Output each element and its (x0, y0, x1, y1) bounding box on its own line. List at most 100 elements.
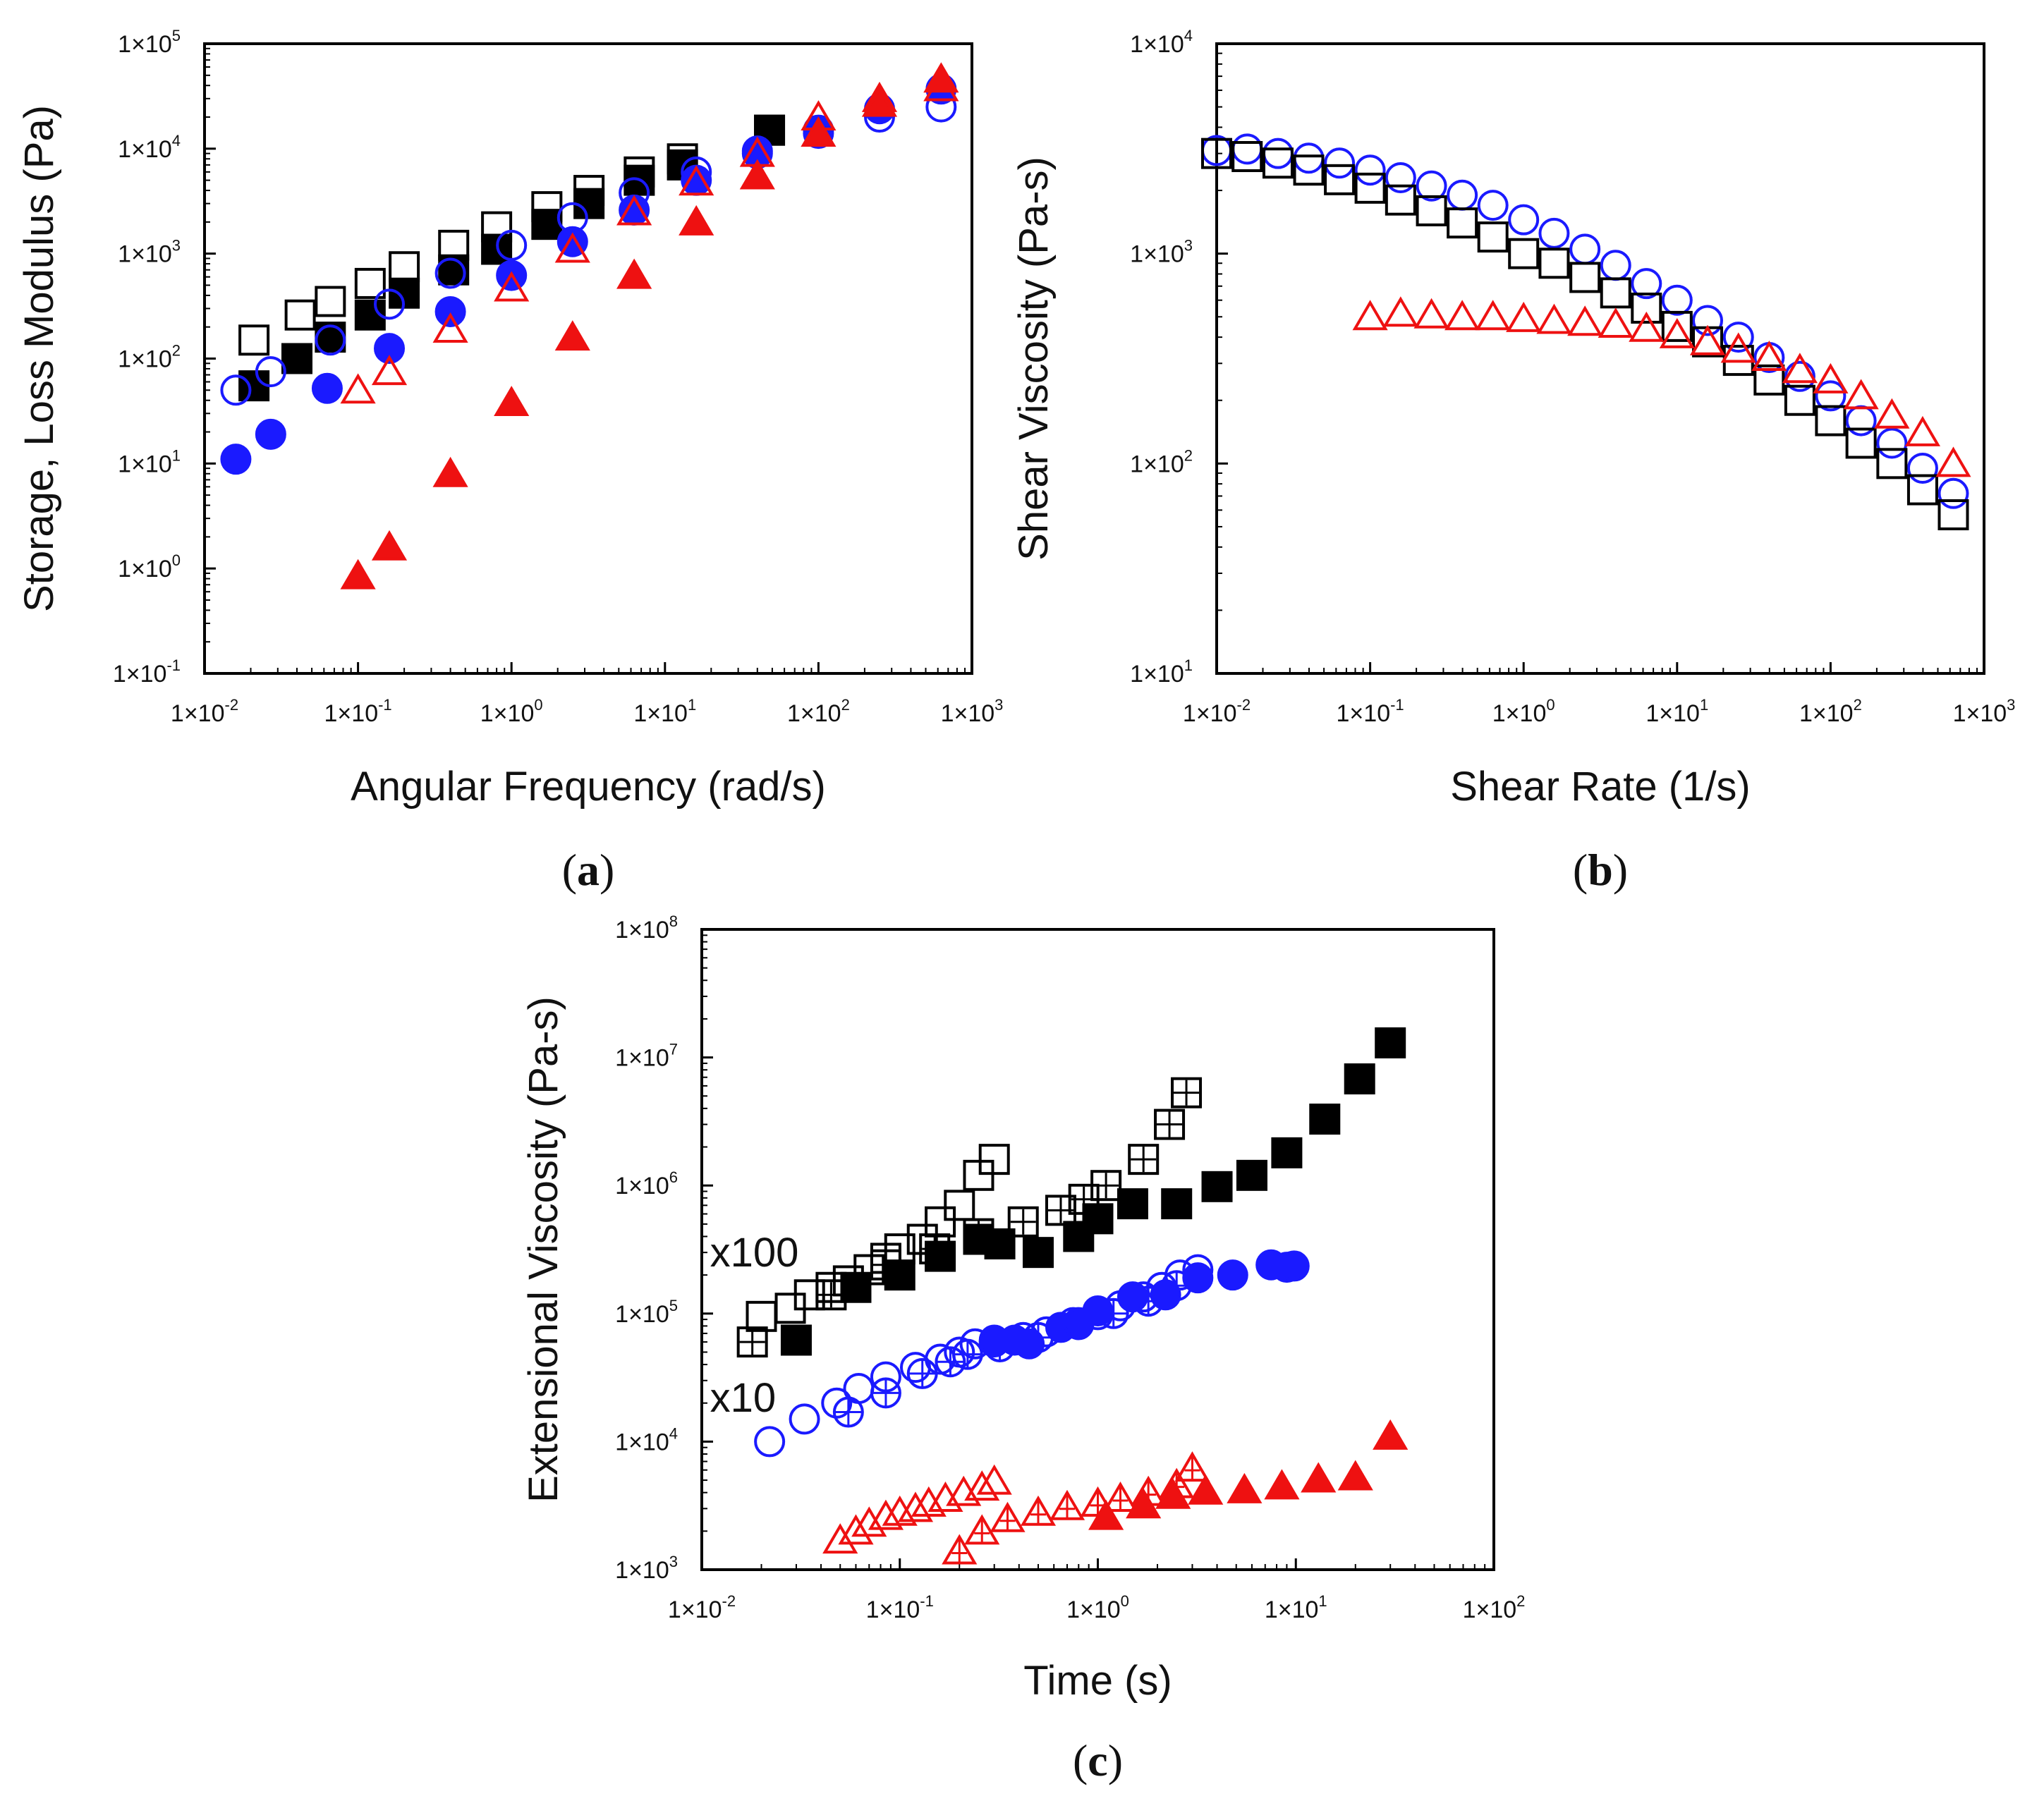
data-point (531, 209, 563, 240)
data-point (1126, 1488, 1162, 1519)
data-point (434, 295, 466, 327)
data-point (739, 159, 775, 190)
data-point (1375, 1027, 1406, 1058)
data-point (935, 1346, 966, 1378)
data-point (976, 1464, 1012, 1495)
data-point (374, 333, 406, 365)
panel-a: 1×10-2 1×10-1 1×100 1×101 1×102 1×103 1×10-1 1×… (16, 27, 1003, 895)
data-point (1014, 1328, 1045, 1360)
series-red-open-triangles (822, 1464, 1012, 1554)
data-point (1661, 310, 1693, 342)
data-point (942, 1534, 978, 1565)
data-point (340, 373, 376, 404)
data-point (1324, 147, 1356, 179)
data-point (496, 229, 528, 261)
data-point (1784, 384, 1815, 416)
data-point (1876, 448, 1908, 480)
data-point (1102, 1482, 1138, 1512)
data-point (1475, 300, 1511, 331)
data-point (1631, 268, 1662, 300)
data-point (840, 1271, 872, 1303)
data-point (1090, 1170, 1122, 1202)
data-point (374, 288, 406, 320)
data-point (1536, 303, 1572, 334)
y-tick-label: 1×106 (615, 1168, 678, 1199)
data-point (1753, 341, 1785, 373)
data-point (389, 251, 420, 283)
data-point (1354, 172, 1386, 204)
panel-label: (c) (1073, 1735, 1123, 1785)
x-tick-label: 1×101 (1265, 1592, 1327, 1623)
series-blue-filled-circles (978, 1249, 1310, 1360)
y-tick-label: 1×10-1 (113, 656, 181, 688)
data-point (801, 116, 837, 147)
data-point (1813, 362, 1849, 393)
data-point (1569, 262, 1601, 293)
data-point (1082, 1203, 1114, 1235)
data-point (1538, 217, 1570, 249)
panel-c: 1×10-2 1×10-1 1×100 1×101 1×102 1×103 1×104 1×1… (521, 912, 1525, 1785)
data-point (1344, 1063, 1375, 1095)
x-tick-label: 1×103 (941, 696, 1004, 727)
data-point (1598, 307, 1634, 338)
data-point (679, 165, 714, 196)
data-point (1477, 221, 1509, 253)
series-blue-open-circles (220, 91, 957, 406)
data-point (897, 1491, 934, 1522)
annotation-label: x100 (710, 1230, 799, 1276)
data-point (1128, 1144, 1160, 1175)
data-point (616, 195, 652, 226)
data-point (1324, 164, 1356, 195)
y-tick-label: 1×100 (118, 551, 181, 582)
data-point (851, 1506, 887, 1537)
y-tick-label: 1×102 (118, 342, 181, 373)
series-red-open-triangles (1352, 296, 1971, 477)
data-point (1082, 1295, 1114, 1326)
data-point (311, 372, 343, 404)
data-point (1937, 477, 1969, 509)
data-point (1007, 1206, 1039, 1238)
data-point (1262, 138, 1294, 169)
data-point (1231, 133, 1263, 165)
data-point (1020, 1495, 1057, 1526)
data-point (1117, 1281, 1148, 1313)
data-point (1352, 300, 1388, 331)
data-point (432, 312, 468, 343)
y-tick-label: 1×105 (615, 1297, 678, 1328)
x-tick-label: 1×10-2 (1183, 696, 1251, 727)
x-tick-label: 1×103 (1953, 696, 2016, 727)
data-point (1373, 1419, 1409, 1450)
data-point (884, 1259, 915, 1291)
data-point (220, 374, 252, 406)
data-point (371, 530, 408, 561)
data-point (434, 257, 466, 289)
x-tick-label: 1×100 (480, 696, 543, 727)
y-tick-label: 1×104 (118, 132, 181, 163)
data-point (1444, 300, 1480, 331)
data-point (1722, 322, 1754, 353)
data-point (1278, 1250, 1310, 1282)
data-point (861, 86, 898, 117)
data-point (1447, 207, 1478, 239)
y-tick-label: 1×104 (1130, 27, 1193, 58)
data-point (1264, 1469, 1300, 1500)
data-point (906, 1357, 938, 1389)
x-tick-label: 1×10-1 (324, 696, 392, 727)
data-point (870, 1377, 901, 1409)
data-point (371, 355, 408, 386)
panel-label: (b) (1573, 845, 1628, 895)
data-point (1182, 1262, 1214, 1294)
data-point (1477, 190, 1509, 221)
data-point (1753, 364, 1785, 396)
series-black-open-squares (746, 1144, 1010, 1332)
y-tick-label: 1×108 (615, 912, 678, 943)
data-point (1815, 405, 1847, 436)
data-point (238, 370, 270, 402)
data-point (1508, 238, 1540, 269)
data-point (925, 1240, 956, 1272)
y-tick-label: 1×102 (1130, 446, 1193, 477)
data-point (822, 1523, 858, 1554)
x-tick-label: 1×102 (1463, 1592, 1526, 1623)
y-axis-title: Storage, Loss Modulus (Pa) (16, 105, 62, 612)
y-tick-label: 1×101 (1130, 656, 1193, 688)
